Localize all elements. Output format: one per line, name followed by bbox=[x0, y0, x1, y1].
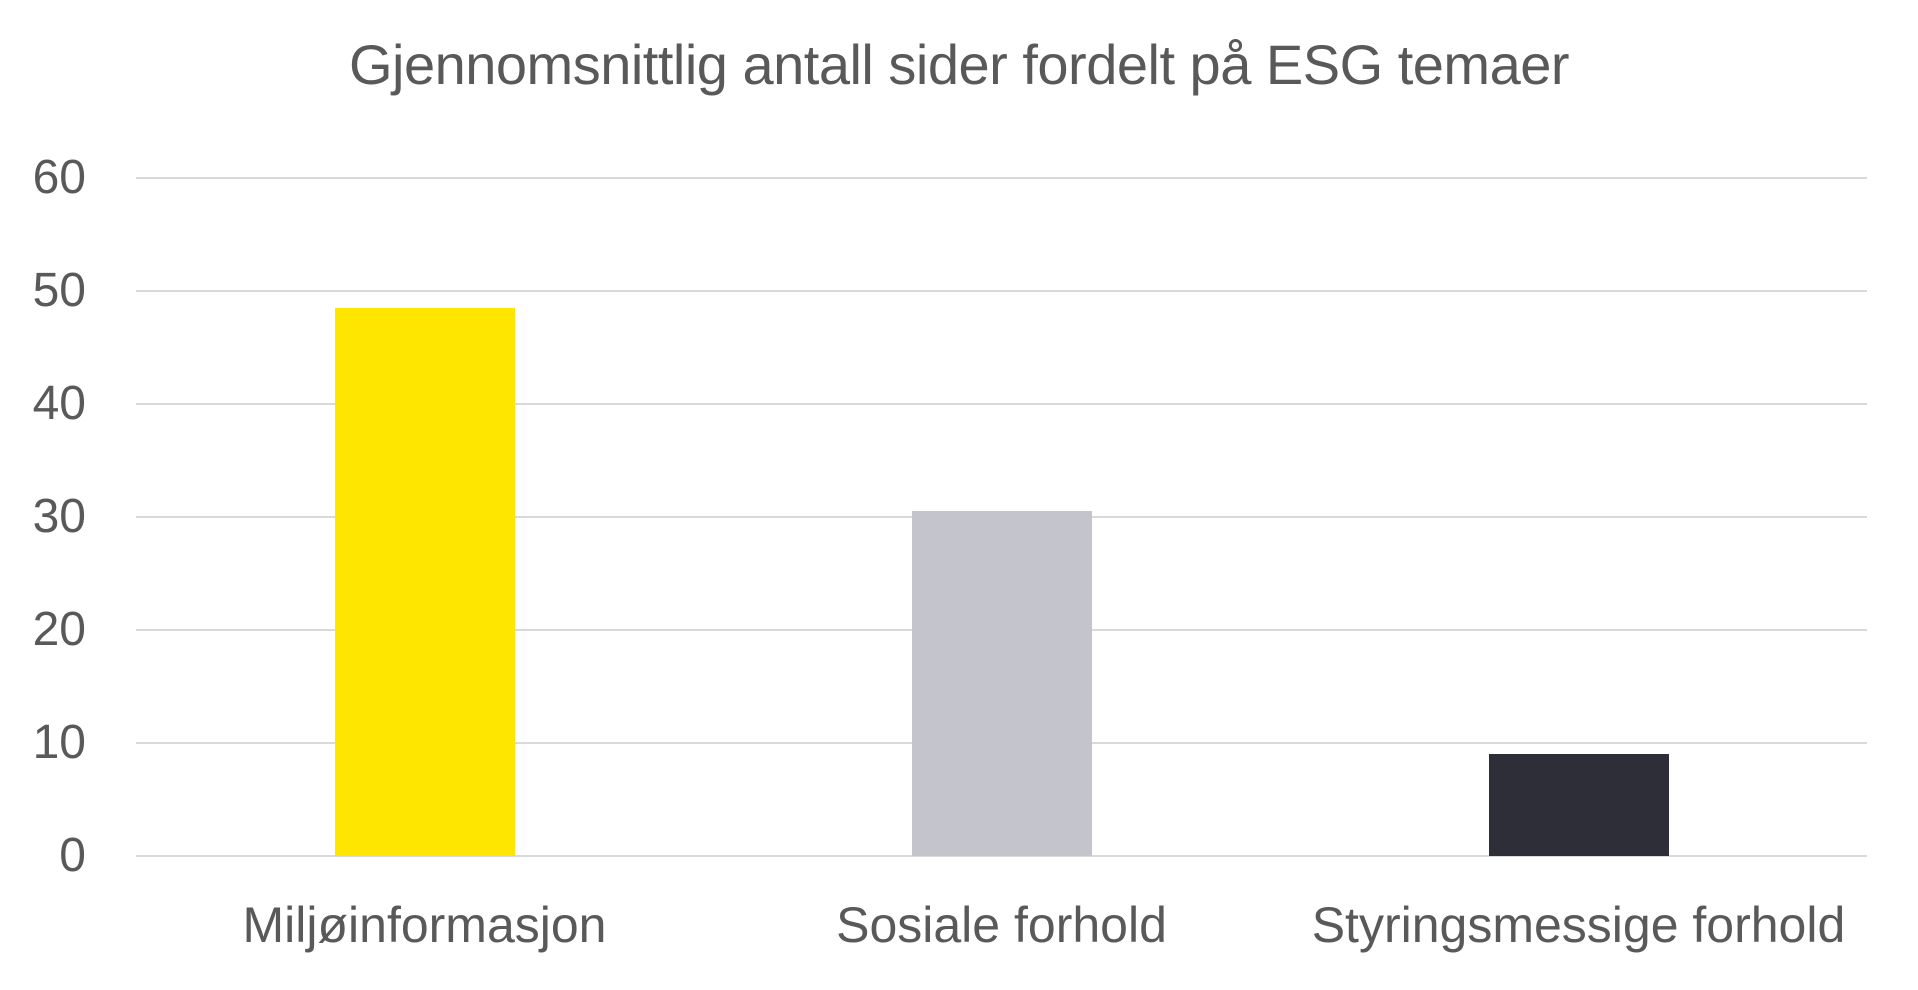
chart-title: Gjennomsnittlig antall sider fordelt på … bbox=[348, 33, 1570, 96]
y-axis-tick-label-50: 50 bbox=[32, 264, 86, 317]
bar-styringsmessige-forhold bbox=[1488, 754, 1669, 856]
bar-slot bbox=[136, 178, 713, 856]
plot-area: 0 10 20 30 40 50 60 Miljøinformasjon Sosiale fo… bbox=[33, 154, 1867, 953]
x-axis-label-milj-informasjon: Miljøinformasjon bbox=[242, 897, 607, 953]
bar-milj-informasjon bbox=[334, 307, 515, 856]
gridline-y-40 bbox=[136, 403, 1867, 406]
y-axis-tick-label-40: 40 bbox=[32, 377, 86, 430]
bar-slot bbox=[1290, 178, 1867, 856]
y-axis-tick-label-60: 60 bbox=[32, 151, 86, 204]
gridline-y-60 bbox=[136, 177, 1867, 179]
y-axis-tick-label-30: 30 bbox=[32, 490, 86, 543]
x-axis-label-sosiale-forhold: Sosiale forhold bbox=[836, 897, 1167, 953]
y-axis-tick-label-20: 20 bbox=[32, 603, 86, 656]
y-axis-tick-label-10: 10 bbox=[32, 716, 86, 769]
gridline-y-0 bbox=[136, 855, 1867, 857]
x-axis-label-styringsmessige-forhold: Styringsmessige forhold bbox=[1311, 897, 1846, 953]
gridline-y-50 bbox=[136, 290, 1867, 292]
bars-row bbox=[136, 178, 1867, 856]
y-axis-tick-label-0: 0 bbox=[59, 829, 86, 882]
x-axis-labels: Miljøinformasjon Sosiale forhold Styringsm… bbox=[136, 898, 1867, 953]
bar-sosiale-forhold bbox=[911, 511, 1092, 856]
bar-slot bbox=[713, 178, 1290, 856]
